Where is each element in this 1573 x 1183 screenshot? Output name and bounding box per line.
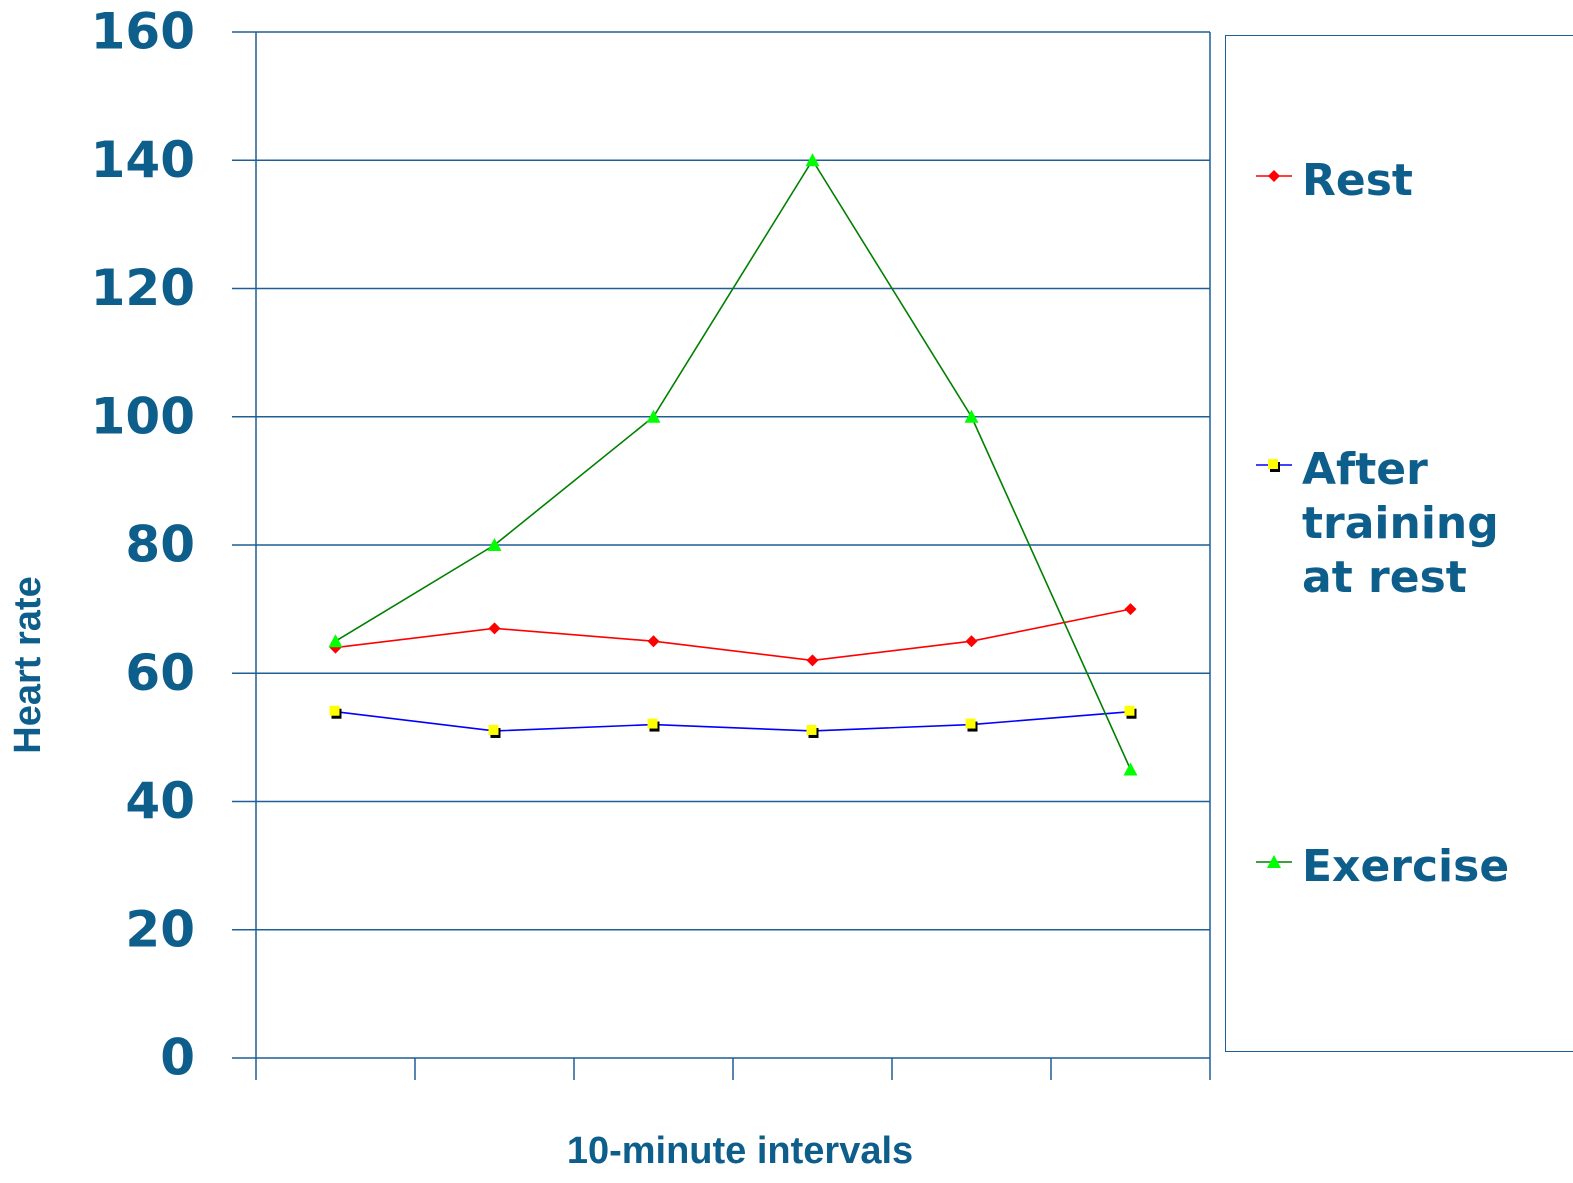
marker [1267, 854, 1281, 868]
legend-item: Rest [1254, 154, 1573, 208]
marker-face [965, 718, 976, 729]
marker [1124, 603, 1137, 616]
y-tick-label: 0 [160, 1029, 195, 1087]
legend-label: Exercise [1302, 840, 1510, 892]
marker [805, 153, 820, 167]
legend-item: Exercise [1254, 840, 1573, 894]
y-tick-label: 160 [91, 3, 195, 61]
marker [1268, 458, 1280, 472]
y-tick-label: 140 [91, 131, 195, 189]
marker [488, 622, 501, 635]
legend: Rest After training at rest Exercise [1225, 35, 1573, 1052]
series-line [335, 608, 1131, 662]
x-axis-title: 10-minute intervals [567, 1130, 913, 1172]
legend-icon [1256, 458, 1292, 472]
y-tick-label: 60 [125, 644, 195, 702]
marker [965, 718, 978, 732]
marker [964, 409, 979, 423]
legend-item: After training at rest [1254, 443, 1573, 605]
series-line [335, 710, 1131, 732]
marker-face [806, 724, 817, 735]
marker [329, 705, 342, 719]
y-tick-label: 120 [91, 259, 195, 317]
legend-label: Rest [1302, 154, 1413, 206]
marker [487, 538, 502, 551]
marker [806, 724, 819, 738]
marker-face [647, 718, 658, 729]
marker [646, 409, 661, 423]
y-axis-title: Heart rate [7, 576, 49, 753]
y-tick-label: 20 [125, 900, 195, 958]
marker [1123, 762, 1138, 776]
marker [647, 635, 660, 648]
marker-face [1124, 705, 1135, 716]
marker [328, 634, 343, 648]
y-tick-label: 80 [125, 516, 195, 574]
marker [488, 724, 501, 738]
marker [806, 654, 819, 667]
marker-face [488, 724, 499, 735]
legend-icon [1256, 854, 1292, 868]
marker [1268, 169, 1280, 182]
marker [965, 635, 978, 648]
marker-face [1268, 458, 1278, 469]
marker-face [329, 705, 340, 716]
legend-icon [1256, 169, 1292, 182]
marker [1124, 705, 1137, 719]
series-line [335, 158, 1132, 770]
marker [647, 718, 660, 732]
legend-label: After training at rest [1302, 443, 1499, 603]
y-tick-label: 100 [91, 387, 195, 445]
y-tick-label: 40 [125, 772, 195, 830]
